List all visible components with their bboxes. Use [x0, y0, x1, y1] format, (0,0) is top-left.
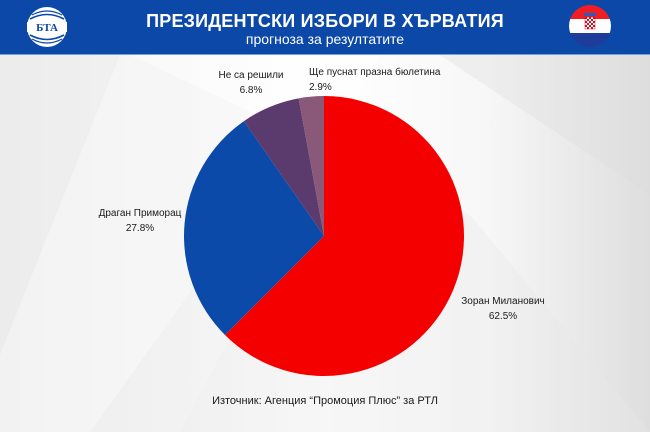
pie-slice-primorac[interactable] — [184, 121, 324, 335]
slice-label-value: 62.5% — [488, 311, 518, 322]
slice-label-undecided: Не са решили 6.8% — [218, 68, 283, 98]
slice-label-name: Драган Приморац — [98, 208, 182, 219]
slice-label-name: Не са решили — [218, 70, 284, 81]
header-banner: БТА ПРЕЗИДЕНТСКИ ИЗБОРИ В ХЪРВАТИЯ прогн… — [0, 0, 650, 55]
croatia-flag-icon — [569, 5, 611, 47]
slice-label-milanovic: Зоран Миланович 62.5% — [461, 294, 545, 324]
chart-title: ПРЕЗИДЕНТСКИ ИЗБОРИ В ХЪРВАТИЯ — [146, 11, 504, 31]
slice-label-value: 2.9% — [309, 82, 332, 93]
slice-label-value: 27.8% — [125, 223, 155, 234]
pie-slice-milanovic[interactable] — [225, 96, 465, 376]
bta-globe-logo-icon: БТА — [27, 7, 67, 47]
slice-label-primorac: Драган Приморац 27.8% — [99, 206, 182, 236]
svg-text:БТА: БТА — [36, 22, 58, 34]
slice-label-name: Зоран Миланович — [461, 296, 545, 307]
slice-label-blank-ballot: Ще пуснат празна бюлетина 2.9% — [309, 65, 440, 95]
slice-label-value: 6.8% — [239, 85, 263, 96]
source-note: Източник: Агенция “Промоция Плюс” за РТЛ — [212, 395, 438, 407]
pie-slice-undecided[interactable] — [243, 98, 324, 236]
chart-subtitle: прогноза за резултатите — [245, 31, 405, 47]
slice-label-name: Ще пуснат празна бюлетина — [309, 67, 441, 78]
pie-slice-blank-ballot[interactable] — [298, 96, 324, 236]
